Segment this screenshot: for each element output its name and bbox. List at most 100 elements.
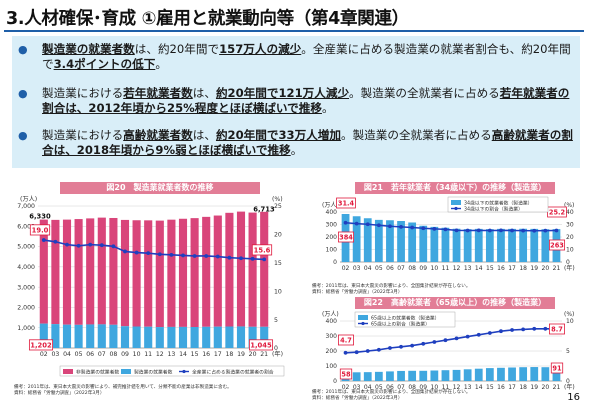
x-tick-label: 16 [497, 384, 505, 391]
chart21-source: 資料：総務省「労働力調査」（2022年3月） [312, 290, 402, 296]
bar-manufacturing [167, 327, 175, 348]
bar-manufacturing [63, 325, 71, 348]
x-axis-unit: (年) [564, 264, 575, 272]
share-point [170, 253, 174, 257]
bar-value [475, 369, 483, 381]
bar-manufacturing [86, 324, 94, 348]
bar-value [397, 371, 405, 381]
callout-label: 15.6 [254, 247, 271, 255]
callout-label: 1,045 [250, 342, 272, 350]
y2-tick-label: 40 [566, 209, 574, 216]
bar-value [486, 229, 494, 262]
share-point [499, 329, 503, 333]
x-tick-label: 07 [98, 351, 106, 358]
summary-bullet-2: ● 製造業における若年就業者数は、約20年間で121万人減少。製造業の全就業者に… [18, 86, 574, 116]
share-point [355, 222, 359, 226]
bar-non-manufacturing [75, 219, 83, 325]
callout-label: 19.0 [32, 227, 49, 235]
y2-axis-unit: (%) [272, 196, 283, 203]
y-tick-label: 200 [326, 348, 338, 355]
share-point [344, 221, 348, 225]
y-tick-label: 7,000 [17, 203, 35, 210]
share-point [399, 345, 403, 349]
share-point [455, 228, 459, 232]
bar-non-manufacturing [191, 218, 199, 327]
y-tick-label: 0 [333, 378, 337, 385]
y-tick-label: 3,000 [17, 284, 35, 291]
bar-value [541, 367, 549, 381]
share-point [532, 229, 536, 233]
legend-swatch [451, 200, 461, 205]
body-text: は、 [193, 86, 216, 100]
share-point [88, 243, 92, 247]
x-tick-label: 19 [237, 351, 245, 358]
bar-value [497, 368, 505, 381]
bar-value [530, 229, 538, 262]
bar-manufacturing [191, 327, 199, 348]
bar-value [375, 372, 383, 381]
bar-non-manufacturing [249, 213, 257, 327]
bullet-dot-icon: ● [18, 128, 28, 143]
bar-value [430, 371, 438, 382]
x-tick-label: 06 [86, 351, 94, 358]
page-number: 16 [567, 392, 580, 403]
bar-value [519, 229, 527, 262]
bar-manufacturing [225, 326, 233, 348]
x-tick-label: 18 [519, 265, 527, 272]
x-tick-label: 14 [475, 384, 483, 391]
share-point [344, 351, 348, 355]
bar-value [508, 229, 516, 262]
x-tick-label: 20 [542, 384, 550, 391]
x-tick-label: 05 [75, 351, 83, 358]
chart20-source: 資料：総務省「労働力調査」（2022年3月） [14, 391, 104, 397]
share-point [251, 257, 255, 261]
x-tick-label: 13 [464, 265, 472, 272]
legend-label: 65歳以上の就業者数（製造業） [371, 314, 439, 321]
bar-value [353, 372, 361, 381]
bar-value [442, 370, 450, 381]
x-tick-label: 10 [133, 351, 141, 358]
y2-tick-label: 10 [566, 247, 574, 254]
bar-manufacturing [179, 327, 187, 348]
x-tick-label: 04 [63, 351, 71, 358]
x-tick-label: 13 [167, 351, 175, 358]
share-point [146, 251, 150, 255]
bar-manufacturing [98, 324, 106, 348]
legend-label: 全産業に占める製造業の就業者の割合 [192, 368, 274, 375]
bar-manufacturing [156, 327, 164, 348]
share-point [410, 344, 414, 348]
bar-non-manufacturing [98, 218, 106, 325]
emphasis-text: 3.4ポイントの低下 [54, 57, 156, 71]
x-tick-label: 17 [508, 265, 516, 272]
bar-non-manufacturing [167, 220, 175, 327]
x-tick-label: 04 [364, 265, 372, 272]
y2-tick-label: 10 [274, 288, 282, 295]
y2-tick-label: 5 [566, 348, 570, 355]
body-text: 製造業における [42, 128, 123, 142]
bar-value [453, 229, 461, 262]
y2-tick-label: 20 [274, 232, 282, 239]
bar-value [386, 371, 394, 381]
x-tick-label: 12 [453, 265, 461, 272]
bar-non-manufacturing [225, 213, 233, 327]
summary-bullet-1: ● 製造業の就業者数は、約20年間で157万人の減少。全産業に占める製造業の就業… [18, 42, 574, 72]
y2-axis-unit: (%) [564, 311, 574, 318]
summary-panel: ● 製造業の就業者数は、約20年間で157万人の減少。全産業に占める製造業の就業… [12, 36, 580, 168]
x-tick-label: 15 [486, 384, 494, 391]
bar-value [442, 228, 450, 262]
y-tick-label: 300 [326, 333, 338, 340]
chart20-employment: 01,0002,0003,0004,0005,0006,0007,0000510… [0, 194, 300, 390]
chart22-title: 図22 高齢就業者（65歳以上）の推移（製造業） [355, 297, 555, 309]
bar-value [364, 372, 372, 381]
share-point [444, 338, 448, 342]
y2-tick-label: 15 [274, 260, 282, 267]
bar-non-manufacturing [63, 220, 71, 325]
bar-non-manufacturing [214, 216, 222, 327]
x-tick-label: 20 [249, 351, 257, 358]
bar-manufacturing [109, 325, 117, 348]
callout-label: 31.4 [338, 200, 355, 208]
x-tick-label: 17 [214, 351, 222, 358]
bullet-text: 製造業における若年就業者数は、約20年間で121万人減少。製造業の全就業者に占め… [42, 86, 574, 116]
y-tick-label: 0 [333, 259, 337, 266]
share-point [521, 229, 525, 233]
